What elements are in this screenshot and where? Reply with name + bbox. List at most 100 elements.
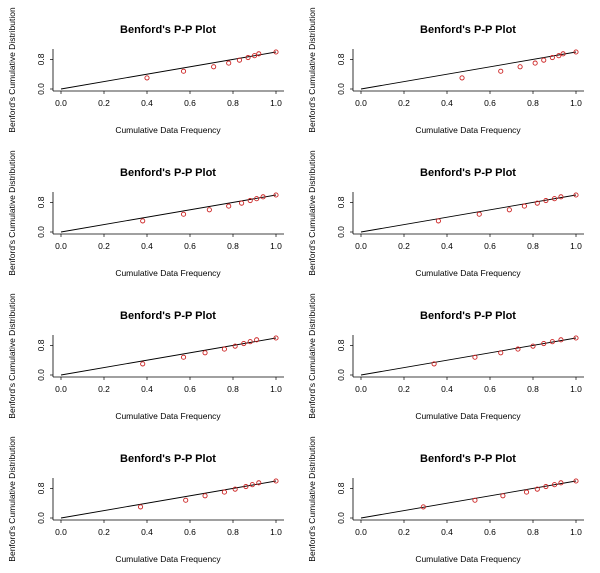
x-tick-label: 0.4 bbox=[441, 384, 453, 394]
data-point bbox=[515, 346, 521, 352]
data-point bbox=[211, 64, 217, 70]
data-point bbox=[236, 57, 242, 63]
data-point bbox=[573, 49, 579, 55]
data-point bbox=[573, 335, 579, 341]
data-point bbox=[506, 207, 512, 213]
x-tick-label: 0.4 bbox=[141, 384, 153, 394]
chart-title: Benford's P-P Plot bbox=[420, 453, 516, 465]
data-point bbox=[472, 354, 478, 360]
y-tick-label: 0.0 bbox=[336, 83, 346, 95]
x-tick-label: 0.0 bbox=[355, 527, 367, 537]
x-tick-label: 1.0 bbox=[270, 384, 282, 394]
x-tick-label: 0.8 bbox=[227, 527, 239, 537]
data-point bbox=[226, 203, 232, 209]
reference-line bbox=[360, 51, 577, 90]
data-point bbox=[232, 343, 238, 349]
x-tick-label: 0.2 bbox=[98, 384, 110, 394]
data-point bbox=[254, 337, 260, 343]
y-axis-label: Benford's Cumulative Distribution bbox=[7, 7, 17, 133]
data-point bbox=[206, 207, 212, 213]
data-point bbox=[498, 350, 504, 356]
x-tick-label: 0.6 bbox=[484, 241, 496, 251]
x-tick-label: 0.4 bbox=[441, 241, 453, 251]
data-point bbox=[180, 354, 187, 360]
y-tick-label: 0.0 bbox=[36, 226, 46, 238]
data-point bbox=[140, 218, 146, 224]
data-point bbox=[549, 55, 555, 61]
data-point bbox=[521, 203, 527, 209]
x-tick-label: 0.8 bbox=[527, 98, 539, 108]
chart-title: Benford's P-P Plot bbox=[120, 167, 216, 179]
data-point bbox=[202, 350, 208, 356]
reference-line bbox=[60, 337, 277, 376]
y-tick-label: 0.0 bbox=[36, 83, 46, 95]
data-point bbox=[221, 489, 227, 495]
x-tick-label: 0.6 bbox=[184, 384, 196, 394]
y-axis-label: Benford's Cumulative Distribution bbox=[307, 436, 317, 562]
y-tick-label: 0.0 bbox=[36, 369, 46, 381]
pp-plot-panel: Benford's P-P Plot 0.0 0.2 0.4 0.6 0.8 1.0 0.0 0… bbox=[300, 143, 600, 286]
x-tick-label: 0.4 bbox=[441, 527, 453, 537]
data-point bbox=[241, 341, 247, 347]
y-tick-label: 0.8 bbox=[36, 53, 46, 65]
x-tick-label: 0.8 bbox=[227, 98, 239, 108]
x-tick-label: 0.2 bbox=[98, 241, 110, 251]
pp-plot-panel: Benford's P-P Plot 0.0 0.2 0.4 0.6 0.8 1.0 0.0 0… bbox=[0, 0, 300, 143]
data-point bbox=[180, 211, 187, 217]
pp-plot-panel: Benford's P-P Plot 0.0 0.2 0.4 0.6 0.8 1.0 0.0 0… bbox=[0, 429, 300, 572]
x-tick-label: 0.6 bbox=[184, 98, 196, 108]
pp-plot-panel: Benford's P-P Plot 0.0 0.2 0.4 0.6 0.8 1.0 0.0 0… bbox=[300, 0, 600, 143]
x-tick-label: 1.0 bbox=[570, 241, 582, 251]
pp-plot-panel: Benford's P-P Plot 0.0 0.2 0.4 0.6 0.8 1.0 0.0 0… bbox=[0, 286, 300, 429]
data-point bbox=[534, 486, 540, 492]
chart-title: Benford's P-P Plot bbox=[420, 24, 516, 36]
x-tick-label: 0.6 bbox=[484, 98, 496, 108]
data-point bbox=[573, 192, 579, 198]
y-tick-label: 0.0 bbox=[36, 512, 46, 524]
x-tick-label: 0.6 bbox=[184, 527, 196, 537]
data-point bbox=[523, 489, 530, 495]
x-tick-label: 0.4 bbox=[141, 98, 153, 108]
x-axis-label: Cumulative Data Frequency bbox=[115, 554, 221, 564]
data-point bbox=[273, 478, 279, 484]
x-tick-label: 0.8 bbox=[527, 241, 539, 251]
pp-plot-svg: Benford's P-P Plot 0.0 0.2 0.4 0.6 0.8 1.0 0.0 0… bbox=[7, 293, 284, 421]
data-point bbox=[243, 484, 249, 490]
data-point bbox=[202, 493, 208, 499]
data-point bbox=[183, 497, 189, 503]
data-point bbox=[249, 482, 255, 488]
x-tick-label: 0.8 bbox=[527, 384, 539, 394]
x-tick-label: 0.2 bbox=[398, 527, 410, 537]
x-tick-label: 0.8 bbox=[227, 384, 239, 394]
y-axis-label: Benford's Cumulative Distribution bbox=[307, 150, 317, 276]
data-point bbox=[472, 497, 478, 503]
data-point bbox=[435, 218, 441, 224]
data-point bbox=[551, 482, 558, 488]
data-point bbox=[543, 484, 549, 490]
data-point bbox=[560, 51, 566, 57]
y-axis-label: Benford's Cumulative Distribution bbox=[307, 7, 317, 133]
pp-plot-panel: Benford's P-P Plot 0.0 0.2 0.4 0.6 0.8 1.0 0.0 0… bbox=[300, 286, 600, 429]
data-point bbox=[558, 194, 564, 200]
data-point bbox=[137, 504, 144, 510]
x-tick-label: 0.6 bbox=[184, 241, 196, 251]
x-tick-label: 0.0 bbox=[355, 384, 367, 394]
x-tick-label: 0.0 bbox=[355, 241, 367, 251]
x-tick-label: 0.6 bbox=[484, 384, 496, 394]
pp-plot-panel: Benford's P-P Plot 0.0 0.2 0.4 0.6 0.8 1.0 0.0 0… bbox=[300, 429, 600, 572]
data-point bbox=[239, 200, 245, 206]
x-axis-label: Cumulative Data Frequency bbox=[115, 268, 221, 278]
y-tick-label: 0.8 bbox=[36, 339, 46, 351]
y-tick-label: 0.8 bbox=[36, 196, 46, 208]
x-axis-label: Cumulative Data Frequency bbox=[115, 125, 221, 135]
reference-line bbox=[60, 194, 277, 233]
x-tick-label: 0.8 bbox=[227, 241, 239, 251]
x-tick-label: 0.2 bbox=[98, 527, 110, 537]
data-point bbox=[500, 493, 506, 499]
x-axis-label: Cumulative Data Frequency bbox=[415, 125, 521, 135]
data-point bbox=[517, 64, 523, 70]
y-axis-label: Benford's Cumulative Distribution bbox=[307, 293, 317, 419]
x-axis-label: Cumulative Data Frequency bbox=[415, 268, 521, 278]
pp-plot-svg: Benford's P-P Plot 0.0 0.2 0.4 0.6 0.8 1.0 0.0 0… bbox=[7, 7, 284, 135]
